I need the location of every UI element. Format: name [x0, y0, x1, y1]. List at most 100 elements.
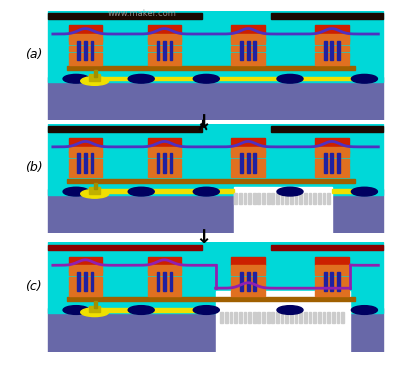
- Bar: [68, 138, 102, 147]
- Bar: [247, 193, 250, 204]
- Ellipse shape: [276, 306, 302, 314]
- Bar: [231, 34, 264, 41]
- Bar: [48, 126, 201, 132]
- Bar: [147, 256, 181, 265]
- Bar: [336, 41, 339, 60]
- Ellipse shape: [128, 74, 154, 83]
- Bar: [231, 159, 264, 164]
- Bar: [68, 277, 102, 283]
- Bar: [326, 312, 329, 323]
- Bar: [68, 165, 102, 171]
- Bar: [67, 77, 354, 80]
- Bar: [90, 272, 93, 292]
- Bar: [285, 312, 288, 323]
- Bar: [147, 25, 181, 34]
- Bar: [330, 154, 333, 173]
- Ellipse shape: [81, 308, 109, 317]
- Bar: [68, 151, 102, 157]
- Bar: [314, 147, 348, 154]
- Bar: [231, 290, 264, 296]
- Bar: [336, 312, 339, 323]
- Bar: [231, 138, 264, 147]
- Bar: [68, 270, 102, 275]
- Bar: [314, 165, 348, 171]
- Bar: [48, 13, 201, 19]
- Bar: [147, 265, 181, 272]
- Bar: [68, 290, 102, 296]
- Bar: [48, 245, 201, 250]
- Bar: [231, 46, 264, 51]
- Bar: [262, 193, 264, 204]
- Ellipse shape: [193, 306, 219, 314]
- Bar: [89, 187, 100, 194]
- Bar: [231, 277, 264, 283]
- Bar: [313, 312, 315, 323]
- Bar: [68, 159, 102, 164]
- Ellipse shape: [350, 74, 377, 83]
- Bar: [68, 34, 102, 41]
- Bar: [68, 59, 102, 65]
- Text: www.maker.com: www.maker.com: [107, 9, 176, 18]
- Ellipse shape: [63, 74, 89, 83]
- Bar: [322, 312, 324, 323]
- Bar: [252, 193, 255, 204]
- Bar: [94, 301, 96, 308]
- Bar: [257, 193, 260, 204]
- Bar: [68, 284, 102, 289]
- Bar: [253, 154, 256, 173]
- Bar: [317, 193, 320, 204]
- Bar: [323, 41, 326, 60]
- Bar: [68, 147, 102, 154]
- Bar: [84, 272, 87, 292]
- Bar: [90, 41, 93, 60]
- Bar: [271, 13, 382, 19]
- Bar: [314, 159, 348, 164]
- Bar: [68, 46, 102, 51]
- Bar: [147, 46, 181, 51]
- Bar: [314, 46, 348, 51]
- Text: (b): (b): [25, 161, 43, 174]
- Bar: [246, 272, 249, 292]
- Bar: [231, 265, 264, 272]
- Bar: [231, 25, 264, 34]
- Bar: [253, 272, 256, 292]
- Bar: [262, 312, 264, 323]
- Bar: [156, 154, 159, 173]
- Bar: [84, 154, 87, 173]
- Bar: [231, 38, 264, 44]
- Bar: [84, 41, 87, 60]
- Bar: [234, 187, 331, 233]
- Bar: [48, 189, 382, 233]
- Bar: [48, 124, 382, 195]
- Bar: [289, 312, 292, 323]
- Bar: [169, 41, 172, 60]
- Bar: [89, 306, 100, 312]
- Bar: [271, 126, 382, 132]
- Bar: [231, 284, 264, 289]
- Bar: [231, 147, 264, 154]
- Bar: [314, 256, 348, 265]
- Bar: [147, 159, 181, 164]
- Bar: [77, 154, 80, 173]
- Text: (a): (a): [25, 48, 42, 61]
- Bar: [48, 11, 382, 82]
- Ellipse shape: [63, 306, 89, 314]
- Bar: [246, 41, 249, 60]
- Bar: [231, 151, 264, 157]
- Bar: [147, 151, 181, 157]
- Bar: [294, 312, 297, 323]
- Bar: [314, 151, 348, 157]
- Bar: [253, 41, 256, 60]
- Bar: [147, 138, 181, 147]
- Bar: [231, 165, 264, 171]
- Bar: [224, 312, 227, 323]
- Bar: [298, 193, 301, 204]
- Text: ↓: ↓: [194, 228, 211, 247]
- Bar: [48, 308, 382, 352]
- Ellipse shape: [63, 187, 89, 196]
- Bar: [246, 154, 249, 173]
- Bar: [68, 172, 102, 178]
- Bar: [314, 138, 348, 147]
- Bar: [94, 70, 96, 77]
- Bar: [314, 265, 348, 272]
